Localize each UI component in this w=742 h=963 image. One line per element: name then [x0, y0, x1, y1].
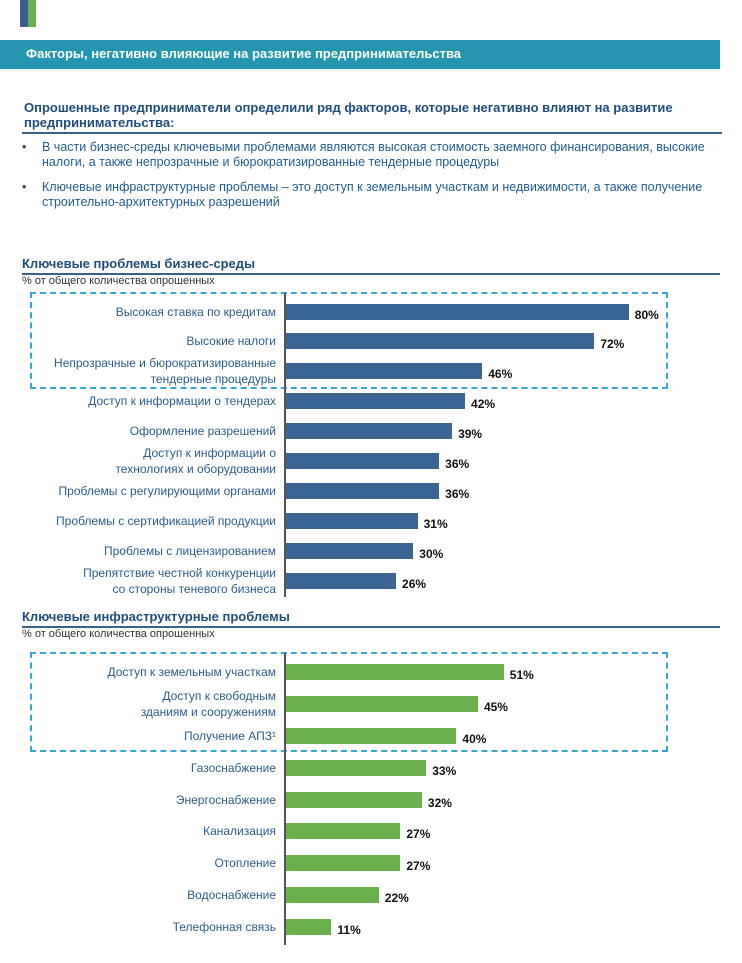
value-label: 32%: [427, 796, 452, 810]
bar: [286, 760, 427, 776]
category-label: Проблемы с лицензированием: [104, 544, 276, 558]
bar: [286, 823, 401, 839]
value-label: 51%: [509, 668, 534, 682]
bar: [286, 919, 332, 935]
value-label: 40%: [462, 732, 487, 746]
logo-mark-green: [28, 0, 36, 27]
value-label: 72%: [600, 337, 625, 351]
category-label: Проблемы с сертификацией продукции: [56, 514, 276, 528]
value-label: 33%: [432, 764, 457, 778]
y-axis-line: [284, 293, 286, 597]
value-label: 80%: [634, 308, 659, 322]
bar: [286, 728, 457, 744]
bar: [286, 664, 504, 680]
bar: [286, 887, 379, 903]
highlight-box: [30, 652, 668, 752]
value-label: 42%: [471, 397, 496, 411]
category-label: Канализация: [203, 824, 276, 838]
category-label: Непрозрачные и бюрократизированные тенде…: [54, 356, 276, 386]
category-label: Высокая ставка по кредитам: [115, 305, 276, 319]
category-label: Энергоснабжение: [175, 793, 276, 807]
value-label: 36%: [445, 487, 470, 501]
bar: [286, 573, 397, 589]
category-label: Проблемы с регулирующими органами: [58, 484, 276, 498]
banner-title: Факторы, негативно влияющие на развитие …: [26, 46, 462, 61]
category-label: Отопление: [214, 856, 276, 870]
value-label: 36%: [445, 457, 470, 471]
category-label: Доступ к земельным участкам: [107, 665, 277, 679]
bar: [286, 543, 414, 559]
category-label: Получение АПЗ¹: [183, 729, 276, 743]
business-chart-divider: [22, 273, 720, 275]
value-label: 26%: [402, 577, 427, 591]
category-label: Высокие налоги: [186, 334, 276, 348]
category-label: Препятствие честной конкуренции со сторо…: [83, 566, 276, 596]
bullet-item: • В части бизнес-среды ключевыми проблема…: [22, 140, 705, 169]
value-label: 46%: [488, 367, 513, 381]
value-label: 39%: [458, 427, 483, 441]
value-label: 31%: [423, 517, 448, 531]
category-label: Водоснабжение: [187, 888, 276, 902]
bullet-item: • Ключевые инфраструктурные проблемы – эт…: [22, 180, 703, 209]
infrastructure-chart-subtitle: % от общего количества опрошенных: [22, 628, 215, 640]
business-chart-subtitle: % от общего количества опрошенных: [22, 275, 215, 287]
bar: [286, 792, 422, 808]
bar: [286, 513, 418, 529]
title-banner: Факторы, негативно влияющие на развитие …: [0, 40, 720, 69]
bullet-icon: •: [22, 140, 27, 154]
value-label: 11%: [337, 923, 361, 937]
bar: [286, 483, 440, 499]
value-label: 27%: [406, 827, 431, 841]
bullet-icon: •: [22, 180, 27, 194]
bar: [286, 304, 629, 320]
infrastructure-chart-divider: [22, 626, 720, 628]
category-label: Доступ к информации о тендерах: [88, 394, 276, 408]
intro-divider: [22, 132, 722, 134]
y-axis-line: [284, 653, 286, 945]
value-label: 22%: [384, 891, 409, 905]
category-label: Доступ к свободным зданиям и сооружениям: [140, 689, 276, 719]
bar: [286, 696, 478, 712]
bar: [286, 393, 466, 409]
category-label: Оформление разрешений: [129, 424, 276, 438]
intro-bullets: • В части бизнес-среды ключевыми проблема…: [22, 140, 722, 220]
bar: [286, 453, 440, 469]
bar: [286, 855, 401, 871]
bar: [286, 333, 595, 349]
intro-heading: Опрошенные предприниматели определили ря…: [24, 100, 673, 130]
category-label: Телефонная связь: [172, 920, 276, 934]
highlight-box: [30, 292, 668, 389]
business-chart-title: Ключевые проблемы бизнес-среды: [22, 256, 256, 271]
infrastructure-chart-title: Ключевые инфраструктурные проблемы: [22, 609, 290, 624]
category-label: Газоснабжение: [190, 761, 276, 775]
bar: [286, 363, 483, 379]
value-label: 45%: [483, 700, 508, 714]
value-label: 30%: [419, 547, 444, 561]
logo-mark-blue: [20, 0, 28, 27]
bar: [286, 423, 453, 439]
value-label: 27%: [406, 859, 431, 873]
category-label: Доступ к информации о технологиях и обор…: [115, 446, 276, 476]
